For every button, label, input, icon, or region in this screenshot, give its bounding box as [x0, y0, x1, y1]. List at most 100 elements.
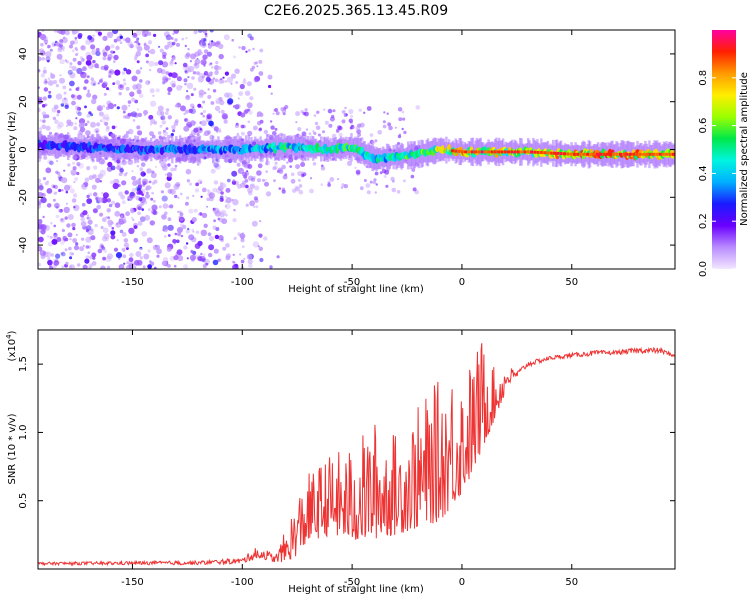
spectrogram-noise-cell: [184, 118, 188, 122]
spectrogram-noise-cell: [140, 162, 146, 167]
spectrogram-noise-cell: [95, 130, 99, 133]
spectrogram-noise-cell: [256, 65, 259, 68]
spectrogram-noise-cell: [133, 222, 137, 226]
spectrogram-noise-cell: [119, 265, 125, 269]
spectrogram-noise-cell: [68, 246, 72, 251]
spectrogram-noise-cell: [210, 41, 216, 47]
spectrogram-noise-cell: [69, 238, 72, 241]
spectrogram-noise-cell: [55, 191, 58, 194]
spectrogram-ridge-peak: [651, 152, 655, 156]
spectrogram-noise-cell: [145, 193, 150, 199]
spectrogram-noise-cell: [197, 256, 203, 262]
spectrogram-noise-cell: [195, 182, 200, 187]
spectrogram-noise-cell: [114, 69, 121, 76]
spectrogram-noise-cell: [217, 258, 221, 262]
spectrogram-noise-cell: [163, 31, 170, 38]
spectrogram-noise-cell: [96, 204, 101, 210]
spectrogram-noise-cell: [213, 248, 219, 254]
spectrogram-noise-cell: [100, 265, 106, 269]
spectrogram-noise-cell: [255, 205, 259, 209]
spectrogram-noise-cell: [73, 180, 76, 184]
spectrogram-noise-cell: [253, 77, 259, 83]
spectrogram-noise-cell: [247, 187, 253, 194]
spectrogram-noise-cell: [144, 214, 151, 221]
spectrogram-noise-cell: [132, 119, 136, 122]
spectrogram-noise-cell: [185, 229, 190, 234]
spectrogram-noise-cell: [211, 66, 214, 69]
spectrogram-noise-cell: [162, 226, 169, 233]
spectrogram-noise-cell: [245, 203, 249, 207]
spectrogram-noise-cell: [72, 173, 75, 176]
spectrogram-noise-cell: [308, 132, 312, 136]
spectrogram-noise-cell: [129, 43, 134, 49]
spectrogram-noise-cell: [172, 129, 176, 133]
spectrogram-noise-cell: [221, 218, 228, 225]
spectrogram-noise-cell: [377, 130, 383, 135]
spectrogram-noise-cell: [208, 120, 214, 127]
spectrogram-noise-cell: [187, 68, 192, 73]
spectrogram-noise-cell: [341, 110, 346, 114]
spectrogram-noise-cell: [156, 254, 160, 258]
spectrogram-ridge: [38, 130, 675, 172]
spectrogram-noise-cell: [316, 110, 320, 115]
spectrogram-noise-cell: [151, 191, 155, 195]
spectrogram-noise-cell: [231, 38, 234, 42]
spectrogram-noise-cell: [95, 50, 101, 57]
spectrogram-ridge-peak: [556, 151, 560, 155]
spectrogram-noise-cell: [273, 179, 276, 183]
spectrogram-noise-cell: [41, 104, 46, 108]
spectrogram-noise-cell: [386, 112, 389, 115]
spectrogram-noise-cell: [184, 201, 189, 206]
spectrogram-noise-cell: [357, 132, 362, 137]
spectrogram-noise-cell: [202, 264, 207, 269]
spectrogram-noise-cell: [317, 133, 321, 137]
spectrogram-noise-cell: [47, 159, 52, 165]
spectrogram-noise-cell: [53, 30, 58, 33]
spectrogram-noise-cell: [208, 235, 215, 242]
spectrogram-noise-cell: [166, 172, 173, 178]
spectrogram-noise-cell: [165, 108, 170, 112]
colorbar-label: Normalized spectral amplitude: [739, 72, 750, 226]
spectrogram-noise-cell: [50, 73, 56, 79]
spectrogram-noise-cell: [59, 58, 65, 65]
spectrogram-ridge-peak: [609, 152, 613, 156]
spectrogram-noise-cell: [61, 189, 64, 192]
spectrogram-noise-cell: [398, 117, 403, 122]
spectrogram-ridge-peak: [553, 151, 557, 155]
spectrogram-noise-cell: [45, 80, 48, 84]
spectrogram-noise-cell: [234, 68, 240, 74]
spectrogram-ridge-peak: [665, 152, 669, 156]
spectrogram-noise-cell: [156, 67, 163, 74]
spectrogram-noise-cell: [115, 125, 118, 128]
spectrogram-noise-cell: [208, 252, 213, 258]
spectrogram-noise-cell: [72, 161, 75, 165]
spectrogram-noise-cell: [145, 60, 149, 64]
spectrogram-noise-cell: [125, 172, 128, 175]
spectrogram-noise-cell: [75, 117, 78, 120]
spectrogram-noise-cell: [53, 43, 57, 46]
spectrogram-noise-cell: [124, 115, 128, 119]
spectrogram-noise-cell: [142, 30, 149, 36]
spectrogram-noise-cell: [230, 73, 237, 79]
spectrogram-noise-cell: [201, 38, 204, 42]
spectrogram-noise-cell: [180, 105, 186, 112]
spectrogram-noise-cell: [113, 60, 116, 63]
colorbar-tick-label: 0.4: [698, 165, 709, 181]
spectrogram-noise-cell: [240, 112, 246, 118]
spectrogram-ridge-peak: [549, 151, 553, 155]
spectrogram-noise-cell: [92, 34, 95, 37]
spectrogram-noise-cell: [132, 180, 138, 186]
spectrogram-noise-cell: [80, 217, 85, 222]
spectrogram-noise-cell: [47, 44, 51, 49]
spectrogram-noise-cell: [159, 48, 164, 53]
spectrogram-noise-cell: [214, 78, 219, 83]
spectrogram-noise-cell: [97, 248, 103, 254]
spectrogram-noise-cell: [105, 127, 110, 132]
spectrogram-noise-cell: [67, 69, 73, 75]
spectrogram-noise-cell: [187, 48, 190, 51]
spectrogram-noise-cell: [147, 40, 153, 45]
spectrogram-noise-cell: [251, 65, 256, 70]
spectrogram-noise-cell: [101, 197, 108, 204]
spectrogram-noise-cell: [176, 76, 182, 82]
spectrogram-noise-cell: [61, 177, 68, 184]
